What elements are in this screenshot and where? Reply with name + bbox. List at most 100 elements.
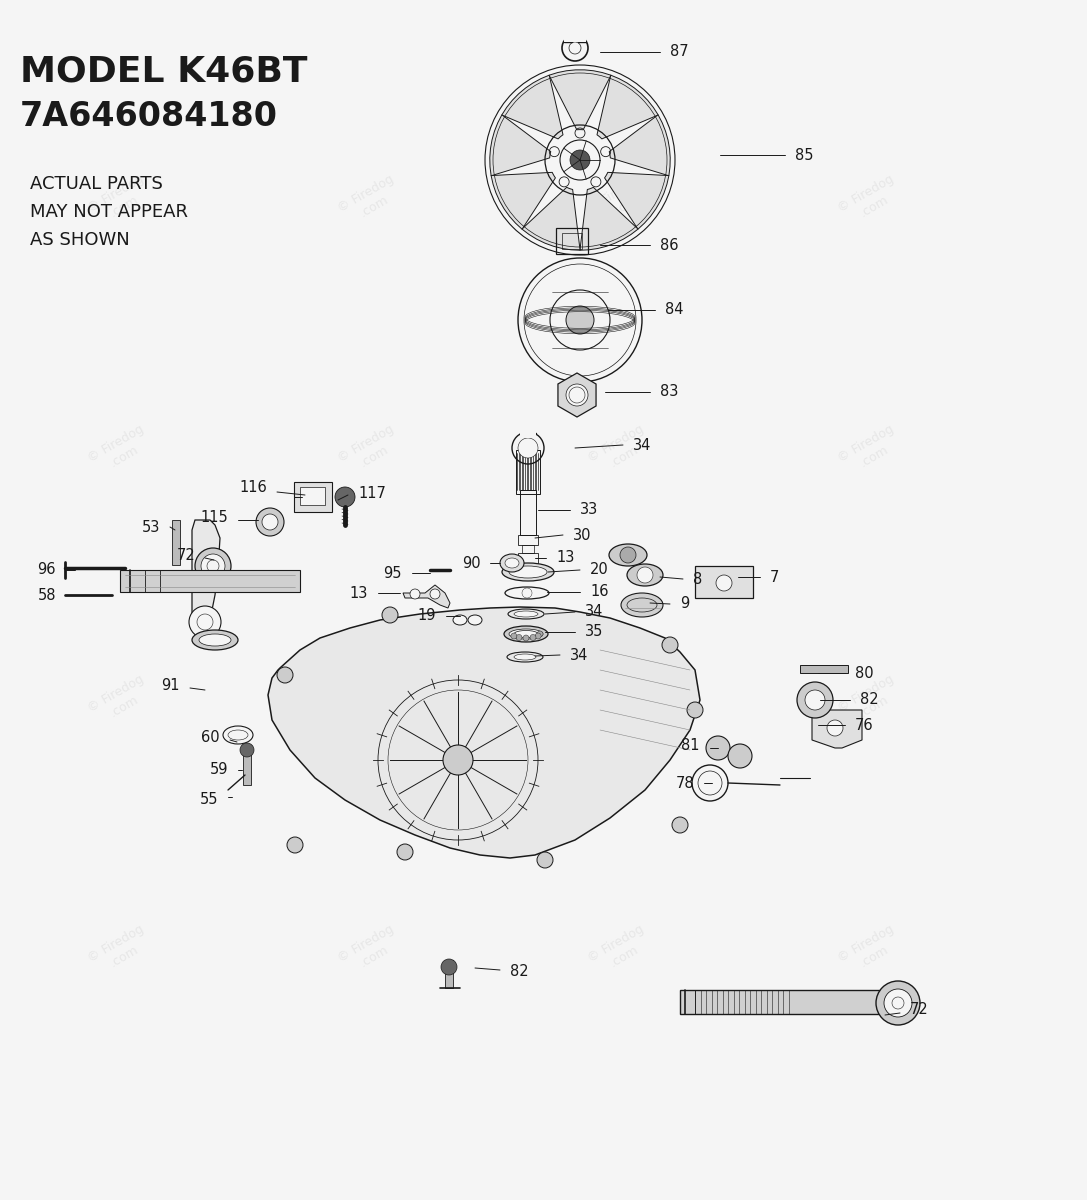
Text: 83: 83 <box>660 384 678 400</box>
Bar <box>555 228 588 254</box>
Text: 82: 82 <box>860 692 878 708</box>
Circle shape <box>287 838 303 853</box>
Text: 59: 59 <box>210 762 228 778</box>
Text: © Firedog
.com: © Firedog .com <box>86 422 154 478</box>
Text: 72: 72 <box>910 1002 928 1018</box>
Circle shape <box>335 487 355 506</box>
Text: 8: 8 <box>694 571 702 587</box>
Circle shape <box>522 588 532 598</box>
Bar <box>564 34 586 42</box>
Text: © Firedog
.com: © Firedog .com <box>586 672 654 727</box>
Text: 58: 58 <box>37 588 57 602</box>
Polygon shape <box>549 70 611 130</box>
Text: 96: 96 <box>37 563 57 577</box>
Ellipse shape <box>627 564 663 586</box>
Text: © Firedog
.com: © Firedog .com <box>336 923 404 978</box>
Text: © Firedog
.com: © Firedog .com <box>836 923 904 978</box>
Bar <box>120 570 300 592</box>
Polygon shape <box>558 373 596 416</box>
Polygon shape <box>609 115 671 175</box>
Text: 34: 34 <box>585 605 603 619</box>
Text: 86: 86 <box>660 238 678 252</box>
Text: 117: 117 <box>358 486 386 500</box>
Circle shape <box>687 702 703 718</box>
Bar <box>800 665 848 673</box>
Text: © Firedog
.com: © Firedog .com <box>86 173 154 228</box>
Bar <box>680 990 900 1014</box>
Polygon shape <box>604 173 669 229</box>
Circle shape <box>441 959 457 974</box>
Circle shape <box>262 514 278 530</box>
Circle shape <box>240 743 254 757</box>
Circle shape <box>705 736 730 760</box>
Text: 35: 35 <box>585 624 603 640</box>
Text: MODEL K46BT: MODEL K46BT <box>20 55 308 89</box>
Ellipse shape <box>621 593 663 617</box>
Bar <box>517 565 539 572</box>
Circle shape <box>410 589 420 599</box>
Bar <box>300 487 325 505</box>
Text: 16: 16 <box>590 584 609 600</box>
Ellipse shape <box>500 554 524 572</box>
Ellipse shape <box>609 544 647 566</box>
Bar <box>695 566 753 598</box>
Circle shape <box>257 508 284 536</box>
Text: © Firedog
.com: © Firedog .com <box>836 422 904 478</box>
Circle shape <box>516 635 522 641</box>
Bar <box>172 520 180 565</box>
Text: 115: 115 <box>200 510 228 524</box>
Text: 78: 78 <box>675 775 694 791</box>
Text: 30: 30 <box>573 528 591 542</box>
Text: © Firedog
.com: © Firedog .com <box>336 672 404 727</box>
Ellipse shape <box>807 689 817 710</box>
Circle shape <box>511 634 517 638</box>
Circle shape <box>518 438 538 458</box>
Circle shape <box>797 682 833 718</box>
Text: 7A646084180: 7A646084180 <box>20 100 278 133</box>
Text: 80: 80 <box>855 666 874 680</box>
Text: 55: 55 <box>200 792 218 808</box>
Circle shape <box>443 745 473 775</box>
Circle shape <box>698 770 722 794</box>
Ellipse shape <box>468 614 482 625</box>
Ellipse shape <box>192 630 238 650</box>
Polygon shape <box>192 520 220 635</box>
Text: © Firedog
.com: © Firedog .com <box>336 173 404 228</box>
Text: 19: 19 <box>417 608 436 624</box>
Polygon shape <box>812 710 862 748</box>
Circle shape <box>876 982 920 1025</box>
Ellipse shape <box>514 654 536 660</box>
Text: © Firedog
.com: © Firedog .com <box>86 672 154 727</box>
Text: 34: 34 <box>633 438 651 452</box>
Bar <box>518 553 538 565</box>
Text: 85: 85 <box>795 148 813 162</box>
Circle shape <box>537 631 544 637</box>
Bar <box>516 450 540 494</box>
Circle shape <box>397 844 413 860</box>
Text: 81: 81 <box>682 738 700 752</box>
Circle shape <box>277 667 293 683</box>
Bar <box>243 745 251 785</box>
Ellipse shape <box>199 634 232 646</box>
Text: 90: 90 <box>462 556 482 570</box>
Circle shape <box>827 720 844 736</box>
Circle shape <box>382 607 398 623</box>
Text: MAY NOT APPEAR: MAY NOT APPEAR <box>30 203 188 221</box>
Text: 13: 13 <box>555 551 574 565</box>
Text: © Firedog
.com: © Firedog .com <box>86 923 154 978</box>
Polygon shape <box>268 607 700 858</box>
Text: © Firedog
.com: © Firedog .com <box>836 173 904 228</box>
Bar <box>518 535 538 545</box>
Circle shape <box>566 384 588 406</box>
Circle shape <box>620 547 636 563</box>
Circle shape <box>195 548 232 584</box>
Circle shape <box>805 690 825 710</box>
Circle shape <box>189 606 221 638</box>
Ellipse shape <box>504 626 548 642</box>
Text: 20: 20 <box>590 563 609 577</box>
Text: © Firedog
.com: © Firedog .com <box>836 672 904 727</box>
Polygon shape <box>490 115 551 175</box>
Text: 116: 116 <box>239 480 267 496</box>
Polygon shape <box>522 187 580 251</box>
Bar <box>520 428 536 438</box>
